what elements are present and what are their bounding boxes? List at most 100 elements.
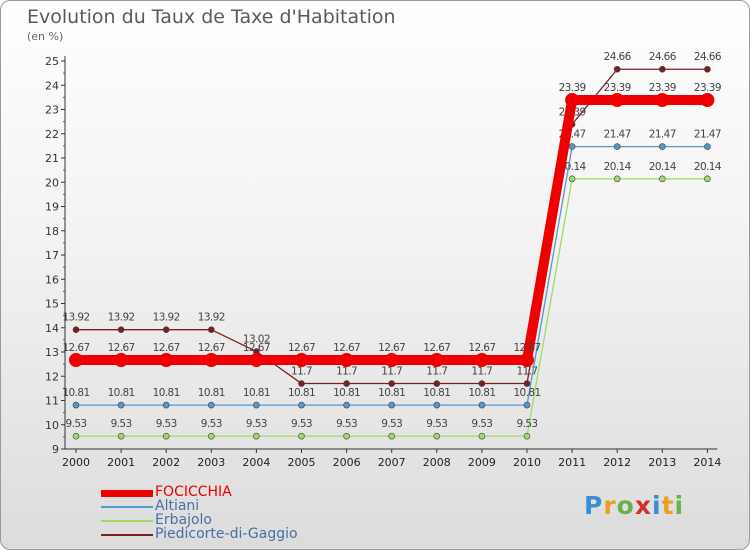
data-point-altiani xyxy=(613,143,621,150)
data-label-focicchia: 12.67 xyxy=(333,342,360,354)
y-tick-label: 10 xyxy=(45,419,59,432)
x-tick-label: 2005 xyxy=(288,456,316,469)
y-tick-label: 17 xyxy=(45,249,59,262)
data-label-altiani: 10.81 xyxy=(62,387,89,399)
data-label-altiani: 10.81 xyxy=(468,387,495,399)
y-tick-label: 21 xyxy=(45,152,59,165)
data-label-erbajolo: 20.14 xyxy=(694,161,722,173)
data-label-erbajolo: 9.53 xyxy=(246,418,267,430)
data-point-focicchia xyxy=(700,93,715,108)
legend-swatch xyxy=(101,490,153,497)
data-point-piedicorte-di-gaggio xyxy=(613,65,621,73)
data-label-piedicorte-di-gaggio: 11.7 xyxy=(517,366,538,378)
data-point-altiani xyxy=(72,401,80,409)
data-point-erbajolo xyxy=(343,432,350,440)
data-point-piedicorte-di-gaggio xyxy=(478,380,486,387)
y-tick-label: 18 xyxy=(45,225,59,238)
series-line-piedicorte-di-gaggio xyxy=(76,68,708,385)
legend: FOCICCHIA Altiani Erbajolo Piedicorte-di-Ga… xyxy=(101,484,341,542)
y-tick-label: 24 xyxy=(45,79,59,92)
x-tick-label: 2011 xyxy=(558,456,586,469)
data-point-erbajolo xyxy=(72,432,80,440)
data-point-altiani xyxy=(658,143,666,150)
data-label-altiani: 21.47 xyxy=(649,129,676,141)
data-label-piedicorte-di-gaggio: 11.7 xyxy=(426,366,447,378)
data-point-focicchia xyxy=(429,353,444,368)
data-label-piedicorte-di-gaggio: 24.66 xyxy=(694,51,722,63)
data-label-piedicorte-di-gaggio: 13.92 xyxy=(153,312,180,324)
data-point-erbajolo xyxy=(433,432,441,440)
data-point-altiani xyxy=(208,401,215,409)
data-point-focicchia xyxy=(474,353,489,368)
data-point-erbajolo xyxy=(523,432,531,440)
data-label-erbajolo: 20.14 xyxy=(649,161,677,173)
data-label-piedicorte-di-gaggio: 11.7 xyxy=(336,366,357,378)
legend-item: Piedicorte-di-Gaggio xyxy=(101,526,341,542)
data-point-focicchia xyxy=(69,353,83,368)
data-label-altiani: 10.81 xyxy=(153,387,180,399)
data-point-altiani xyxy=(704,143,711,150)
data-label-altiani: 10.81 xyxy=(108,387,135,399)
y-tick-label: 14 xyxy=(45,322,59,335)
x-tick-label: 2006 xyxy=(333,456,361,469)
data-label-piedicorte-di-gaggio: 13.02 xyxy=(243,334,270,346)
data-point-piedicorte-di-gaggio xyxy=(433,380,441,387)
legend-item: Erbajolo xyxy=(101,512,341,528)
data-point-focicchia xyxy=(114,353,129,368)
data-label-altiani: 10.81 xyxy=(513,387,540,399)
data-label-altiani: 10.81 xyxy=(423,387,450,399)
data-point-erbajolo xyxy=(388,432,396,440)
data-label-erbajolo: 9.53 xyxy=(517,418,538,430)
y-tick-label: 19 xyxy=(45,201,59,214)
data-label-erbajolo: 9.53 xyxy=(426,418,447,430)
data-point-piedicorte-di-gaggio xyxy=(658,65,666,73)
data-label-erbajolo: 9.53 xyxy=(156,418,177,430)
data-point-piedicorte-di-gaggio xyxy=(388,380,396,387)
data-point-altiani xyxy=(478,401,486,409)
data-point-altiani xyxy=(343,401,350,409)
data-label-focicchia: 12.67 xyxy=(62,342,89,354)
data-point-erbajolo xyxy=(478,432,486,440)
x-tick-label: 2001 xyxy=(107,456,135,469)
data-label-focicchia: 12.67 xyxy=(378,342,405,354)
data-label-erbajolo: 9.53 xyxy=(201,418,222,430)
x-tick-label: 2000 xyxy=(62,456,90,469)
data-point-focicchia xyxy=(520,353,534,368)
data-label-piedicorte-di-gaggio: 13.92 xyxy=(198,312,225,324)
data-label-focicchia: 12.67 xyxy=(468,342,495,354)
data-point-erbajolo xyxy=(162,432,170,440)
x-tick-label: 2003 xyxy=(197,456,225,469)
data-point-erbajolo xyxy=(658,175,666,183)
x-tick-label: 2014 xyxy=(693,456,721,469)
data-label-focicchia: 23.39 xyxy=(694,82,721,94)
data-point-focicchia xyxy=(204,353,219,368)
data-point-altiani xyxy=(162,401,170,409)
data-point-focicchia xyxy=(249,353,264,368)
legend-swatch xyxy=(101,506,153,508)
data-point-erbajolo xyxy=(298,432,305,440)
data-label-piedicorte-di-gaggio: 24.66 xyxy=(604,51,632,63)
data-label-piedicorte-di-gaggio: 24.66 xyxy=(649,51,677,63)
y-tick-label: 15 xyxy=(45,298,59,311)
legend-label: Erbajolo xyxy=(155,512,212,528)
data-label-erbajolo: 9.53 xyxy=(336,418,357,430)
data-label-focicchia: 12.67 xyxy=(423,342,450,354)
legend-swatch xyxy=(101,520,153,522)
data-point-erbajolo xyxy=(704,175,711,183)
data-label-focicchia: 12.67 xyxy=(153,342,180,354)
legend-item: Altiani xyxy=(101,498,341,514)
data-label-erbajolo: 9.53 xyxy=(66,418,87,430)
y-tick-label: 9 xyxy=(52,443,59,456)
y-tick-label: 25 xyxy=(45,55,59,68)
chart-unit-label: (en %) xyxy=(27,30,64,43)
data-label-erbajolo: 9.53 xyxy=(381,418,402,430)
data-point-piedicorte-di-gaggio xyxy=(162,326,170,333)
data-label-focicchia: 23.39 xyxy=(649,82,676,94)
data-point-focicchia xyxy=(655,93,670,108)
data-point-altiani xyxy=(568,143,576,150)
data-label-piedicorte-di-gaggio: 13.92 xyxy=(62,312,89,324)
data-point-piedicorte-di-gaggio xyxy=(704,65,711,73)
data-point-altiani xyxy=(433,401,441,409)
